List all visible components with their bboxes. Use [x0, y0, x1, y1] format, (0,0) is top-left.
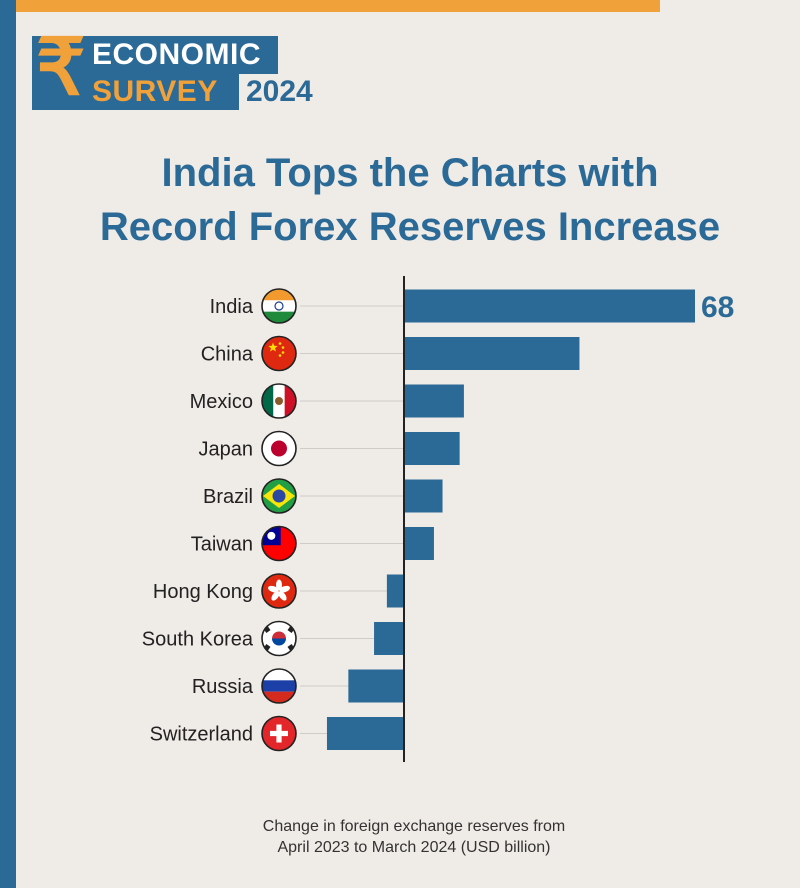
hong-kong-flag-icon — [261, 573, 297, 609]
top-accent-stripe — [0, 0, 660, 12]
page-title: India Tops the Charts with Record Forex … — [20, 146, 800, 254]
south-korea-flag-icon — [261, 620, 297, 657]
economic-survey-logo: ₹ ECONOMIC SURVEY 2024 — [32, 28, 352, 118]
india-flag-icon — [261, 288, 297, 324]
category-label: China — [201, 344, 254, 366]
logo-word-economic: ECONOMIC — [92, 38, 261, 71]
footnote-line-1: Change in foreign exchange reserves from — [262, 818, 566, 835]
switzerland-flag-icon — [261, 715, 297, 752]
japan-flag-icon — [261, 430, 297, 467]
taiwan-flag-icon — [261, 525, 297, 562]
bar-hong-kong — [386, 574, 404, 608]
bar-taiwan — [404, 527, 434, 560]
left-accent-stripe — [0, 0, 16, 888]
bar-india — [404, 289, 695, 323]
category-label: Japan — [199, 439, 254, 461]
category-label: Mexico — [190, 391, 253, 413]
category-label: Switzerland — [150, 724, 253, 746]
category-label: Brazil — [203, 486, 253, 508]
brazil-flag-icon — [261, 478, 297, 514]
category-label: South Korea — [142, 629, 254, 651]
logo-year: 2024 — [246, 75, 313, 108]
category-label: India — [210, 296, 254, 318]
bar-japan — [404, 432, 460, 465]
bar-russia — [348, 669, 404, 703]
russia-flag-icon — [261, 668, 297, 704]
category-label: Hong Kong — [153, 581, 253, 603]
logo-block-top — [32, 36, 278, 74]
category-label: Taiwan — [191, 534, 253, 556]
footnote-line-2: April 2023 to March 2024 (USD billion) — [277, 839, 551, 856]
logo-word-survey: SURVEY — [92, 75, 218, 108]
category-label: Russia — [192, 676, 254, 698]
bar-brazil — [404, 479, 443, 513]
chart-footnote: Change in foreign exchange reserves from… — [214, 816, 614, 858]
title-line-2: Record Forex Reserves Increase — [99, 205, 721, 249]
china-flag-icon — [261, 335, 297, 372]
bar-mexico — [404, 384, 464, 418]
bar-switzerland — [326, 717, 404, 750]
data-label: 68 — [701, 291, 734, 324]
rupee-icon: ₹ — [36, 23, 86, 111]
bar-china — [404, 337, 580, 370]
title-line-1: India Tops the Charts with — [161, 151, 659, 195]
bar-south-korea — [374, 622, 404, 655]
logo-block-bottom — [32, 74, 239, 110]
mexico-flag-icon — [261, 383, 297, 419]
